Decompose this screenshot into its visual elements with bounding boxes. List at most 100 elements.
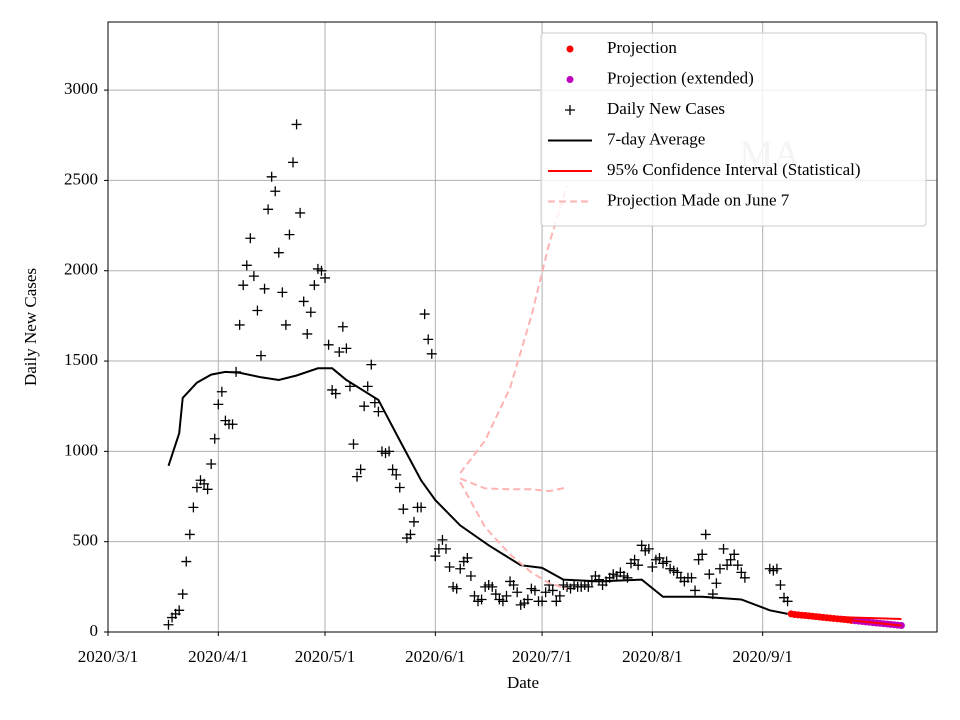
case-marker [177, 589, 188, 600]
case-marker [241, 260, 252, 271]
case-marker [583, 581, 594, 592]
case-marker [732, 560, 743, 571]
case-marker [426, 348, 437, 359]
case-marker [337, 321, 348, 332]
case-marker [373, 406, 384, 417]
case-marker [469, 590, 480, 601]
case-marker [355, 464, 366, 475]
case-marker [423, 334, 434, 345]
case-marker [441, 543, 452, 554]
x-tick-label: 2020/6/1 [405, 647, 465, 666]
case-marker [259, 283, 270, 294]
x-tick-label: 2020/8/1 [622, 647, 682, 666]
legend-label: Projection Made on June 7 [607, 190, 790, 209]
case-marker [305, 307, 316, 318]
case-marker [213, 399, 224, 410]
case-marker [693, 554, 704, 565]
y-tick-label: 3000 [64, 79, 98, 98]
case-marker [782, 596, 793, 607]
case-marker [184, 529, 195, 540]
legend-label: 95% Confidence Interval (Statistical) [607, 160, 861, 179]
case-marker [341, 343, 352, 354]
case-marker [462, 552, 473, 563]
case-marker [238, 280, 249, 291]
case-marker [174, 605, 185, 616]
case-marker [643, 543, 654, 554]
case-marker [255, 350, 266, 361]
case-marker [284, 229, 295, 240]
case-marker [291, 119, 302, 130]
case-marker [554, 590, 565, 601]
x-axis-label: Date [507, 673, 539, 692]
series-line [459, 481, 568, 590]
case-marker [508, 580, 519, 591]
series-line [459, 477, 568, 493]
x-tick-label: 2020/5/1 [295, 647, 355, 666]
case-marker [273, 247, 284, 258]
case-marker [248, 271, 259, 282]
case-marker [209, 433, 220, 444]
case-marker [476, 594, 487, 605]
y-tick-label: 1000 [64, 440, 98, 459]
y-tick-label: 2000 [64, 260, 98, 279]
case-marker [430, 551, 441, 562]
case-marker [391, 469, 402, 480]
case-marker [487, 581, 498, 592]
case-marker [672, 567, 683, 578]
case-marker [654, 552, 665, 563]
case-marker [501, 590, 512, 601]
case-marker [633, 560, 644, 571]
case-marker [711, 578, 722, 589]
legend-label: Projection (extended) [607, 68, 754, 87]
case-marker [690, 585, 701, 596]
case-marker [647, 561, 658, 572]
case-marker [725, 554, 736, 565]
case-marker [544, 580, 555, 591]
case-marker [629, 554, 640, 565]
case-marker [697, 549, 708, 560]
case-marker [366, 359, 377, 370]
case-marker [700, 529, 711, 540]
case-marker [419, 309, 430, 320]
case-marker [775, 580, 786, 591]
case-marker [437, 534, 448, 545]
y-tick-label: 0 [90, 621, 99, 640]
case-marker [188, 502, 199, 513]
plot-frame [107, 21, 938, 633]
case-marker [206, 459, 217, 470]
case-marker [352, 471, 363, 482]
case-marker [334, 347, 345, 358]
case-marker [551, 596, 562, 607]
case-marker [686, 572, 697, 583]
case-marker [593, 574, 604, 585]
y-tick-label: 1500 [64, 350, 98, 369]
case-marker [455, 563, 466, 574]
case-marker [540, 587, 551, 598]
case-marker [245, 233, 256, 244]
case-marker [722, 560, 733, 571]
case-marker [302, 328, 313, 339]
case-marker [263, 204, 274, 215]
x-tick-label: 2020/4/1 [188, 647, 248, 666]
case-marker [739, 572, 750, 583]
case-marker [181, 556, 192, 567]
legend-symbol [566, 76, 574, 83]
case-marker [234, 319, 245, 330]
case-marker [465, 571, 476, 582]
case-marker [216, 386, 227, 397]
legend-box [540, 32, 927, 227]
case-marker [309, 280, 320, 291]
case-marker [398, 504, 409, 515]
x-tick-label: 2020/7/1 [512, 647, 572, 666]
case-marker [191, 482, 202, 493]
case-marker [736, 567, 747, 578]
case-marker [202, 484, 213, 495]
case-marker [280, 319, 291, 330]
legend-symbol [566, 45, 574, 53]
case-marker [490, 589, 501, 600]
case-marker [295, 207, 306, 218]
y-axis-label: Daily New Cases [21, 268, 40, 386]
legend: Projection Projection (extended) Daily New… [540, 32, 927, 227]
case-marker [714, 563, 725, 574]
case-marker [330, 388, 341, 399]
